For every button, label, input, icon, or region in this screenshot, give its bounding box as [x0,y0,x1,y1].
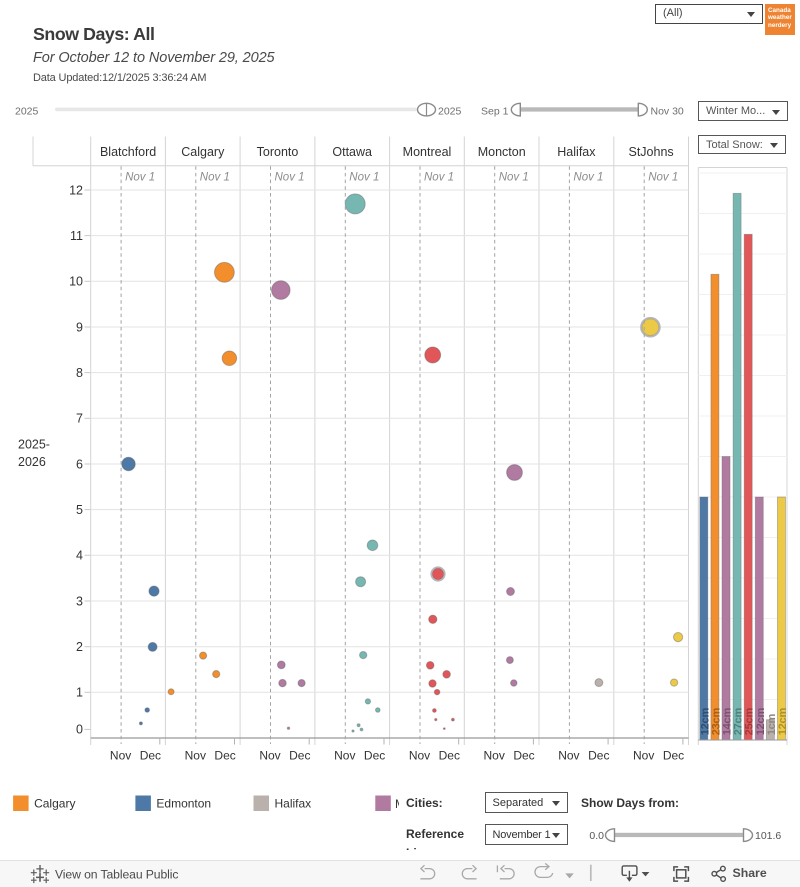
svg-text:8: 8 [76,366,83,380]
svg-text:2025: 2025 [438,106,462,118]
svg-text:4: 4 [76,549,83,563]
svg-text:9: 9 [76,320,83,334]
svg-text:2025-: 2025- [18,438,50,452]
svg-text:Edmonton: Edmonton [156,797,211,811]
svg-text:Nov 1: Nov 1 [275,172,305,184]
svg-text:Calgary: Calgary [181,145,225,159]
svg-text:Dec: Dec [663,749,684,763]
svg-text:1: 1 [76,686,83,700]
svg-text:Nov: Nov [334,749,355,763]
svg-text:Dec: Dec [588,749,609,763]
svg-text:Dec: Dec [364,749,385,763]
svg-text:Nov 1: Nov 1 [499,172,529,184]
svg-text:3: 3 [76,594,83,608]
svg-text:2026: 2026 [18,455,46,469]
svg-text:Dec: Dec [513,749,534,763]
svg-text:Toronto: Toronto [257,145,299,159]
svg-text:0: 0 [76,723,83,737]
svg-text:25cm: 25cm [744,708,756,736]
svg-text:View on Tableau Public: View on Tableau Public [55,868,178,882]
svg-text:Nov: Nov [409,749,430,763]
svg-text:Halifax: Halifax [275,797,312,811]
svg-text:0.0: 0.0 [589,830,604,842]
svg-text:101.6: 101.6 [755,830,781,842]
svg-text:Montreal: Montreal [403,145,452,159]
svg-text:StJohns: StJohns [629,145,674,159]
svg-text:Nov: Nov [110,749,131,763]
svg-text:27cm: 27cm [733,708,745,736]
svg-text:7: 7 [76,412,83,426]
svg-text:Nov: Nov [484,749,505,763]
svg-text:Dec: Dec [289,749,310,763]
svg-text:2025: 2025 [15,106,39,118]
svg-text:Dec: Dec [140,749,161,763]
svg-text:Nov: Nov [259,749,280,763]
svg-text:Dec: Dec [214,749,235,763]
svg-text:Blatchford: Blatchford [100,145,156,159]
svg-text:12cm: 12cm [755,708,767,736]
svg-text:Nov 1: Nov 1 [125,172,155,184]
svg-text:Share: Share [733,866,767,880]
svg-text:Ottawa: Ottawa [332,145,372,159]
svg-text:6: 6 [76,457,83,471]
svg-text:14cm: 14cm [722,708,734,736]
svg-text:1cm: 1cm [766,713,778,735]
svg-text:Moncton: Moncton [478,145,526,159]
svg-text:12cm: 12cm [699,708,711,736]
svg-text:Nov 1: Nov 1 [648,172,678,184]
svg-text:Nov 1: Nov 1 [349,172,379,184]
svg-text:Nov: Nov [633,749,654,763]
svg-text:11: 11 [70,229,83,243]
svg-text:Halifax: Halifax [557,145,596,159]
svg-text:12: 12 [69,183,83,197]
svg-text:12cm: 12cm [777,708,789,736]
svg-text:Calgary: Calgary [34,797,75,811]
svg-text:10: 10 [69,275,83,289]
svg-text:Nov 1: Nov 1 [573,172,603,184]
svg-text:5: 5 [76,503,83,517]
svg-text:Dec: Dec [439,749,460,763]
svg-text:Nov 1: Nov 1 [424,172,454,184]
svg-text:Nov 30: Nov 30 [651,106,684,118]
svg-text:Nov: Nov [185,749,206,763]
svg-text:Nov: Nov [558,749,579,763]
svg-text:Sep 1: Sep 1 [481,106,509,118]
svg-text:23cm: 23cm [710,708,722,736]
svg-text:Nov 1: Nov 1 [200,172,230,184]
svg-text:2: 2 [76,640,83,654]
